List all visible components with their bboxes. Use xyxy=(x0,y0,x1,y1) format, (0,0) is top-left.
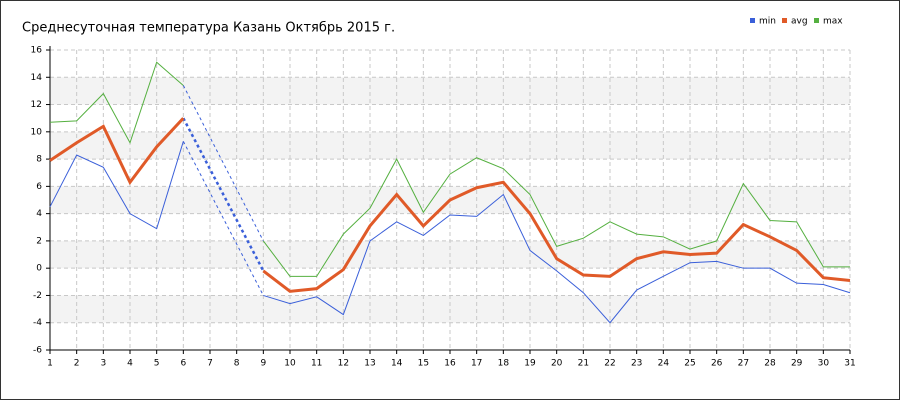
y-tick-label: -2 xyxy=(33,291,42,301)
x-tick-label: 28 xyxy=(764,359,776,369)
x-tick-label: 6 xyxy=(180,359,186,369)
legend-swatch xyxy=(750,18,755,23)
legend-swatch xyxy=(782,18,787,23)
gap-bridge xyxy=(182,117,265,272)
gap-bridge xyxy=(182,141,264,296)
x-tick-label: 14 xyxy=(391,359,403,369)
x-tick-label: 30 xyxy=(818,359,830,369)
x-tick-label: 4 xyxy=(127,359,133,369)
x-tick-label: 19 xyxy=(524,359,536,369)
x-tick-label: 31 xyxy=(844,359,855,369)
x-tick-label: 11 xyxy=(311,359,322,369)
y-tick-label: 6 xyxy=(36,182,42,192)
x-tick-label: 23 xyxy=(631,359,642,369)
x-tick-label: 7 xyxy=(207,359,213,369)
legend-label: avg xyxy=(791,17,808,27)
x-tick-label: 18 xyxy=(498,359,510,369)
x-tick-label: 1 xyxy=(47,359,53,369)
x-tick-label: 25 xyxy=(684,359,695,369)
y-tick-label: 16 xyxy=(31,46,43,56)
legend-label: min xyxy=(759,17,776,27)
y-tick-label: 8 xyxy=(36,155,42,165)
x-tick-label: 8 xyxy=(234,359,240,369)
x-tick-label: 21 xyxy=(578,359,589,369)
x-tick-label: 13 xyxy=(364,359,375,369)
x-tick-label: 5 xyxy=(154,359,160,369)
x-tick-label: 12 xyxy=(338,359,349,369)
x-tick-label: 10 xyxy=(284,359,296,369)
x-tick-label: 16 xyxy=(444,359,456,369)
x-tick-label: 26 xyxy=(711,359,723,369)
x-tick-label: 3 xyxy=(100,359,106,369)
x-tick-label: 27 xyxy=(738,359,749,369)
x-tick-label: 9 xyxy=(260,359,266,369)
series-line xyxy=(49,141,851,324)
y-tick-label: 0 xyxy=(36,264,42,274)
series-line xyxy=(49,117,851,293)
x-tick-label: 15 xyxy=(418,359,429,369)
legend-swatch xyxy=(814,18,819,23)
x-tick-label: 20 xyxy=(551,359,563,369)
y-tick-label: 12 xyxy=(31,100,42,110)
y-tick-label: -4 xyxy=(33,318,42,328)
chart-title: Среднесуточная температура Казань Октябр… xyxy=(22,21,395,36)
y-tick-label: 14 xyxy=(31,73,43,83)
x-tick-label: 2 xyxy=(74,359,80,369)
series-line xyxy=(49,61,850,277)
gap-bridge xyxy=(182,85,264,242)
x-tick-label: 24 xyxy=(658,359,670,369)
x-tick-label: 22 xyxy=(604,359,615,369)
y-tick-label: -6 xyxy=(33,346,42,356)
x-tick-label: 17 xyxy=(471,359,482,369)
legend-label: max xyxy=(823,17,843,27)
y-tick-label: 10 xyxy=(31,127,43,137)
x-tick-label: 29 xyxy=(791,359,803,369)
y-tick-label: 4 xyxy=(36,209,42,219)
y-tick-label: 2 xyxy=(36,236,42,246)
